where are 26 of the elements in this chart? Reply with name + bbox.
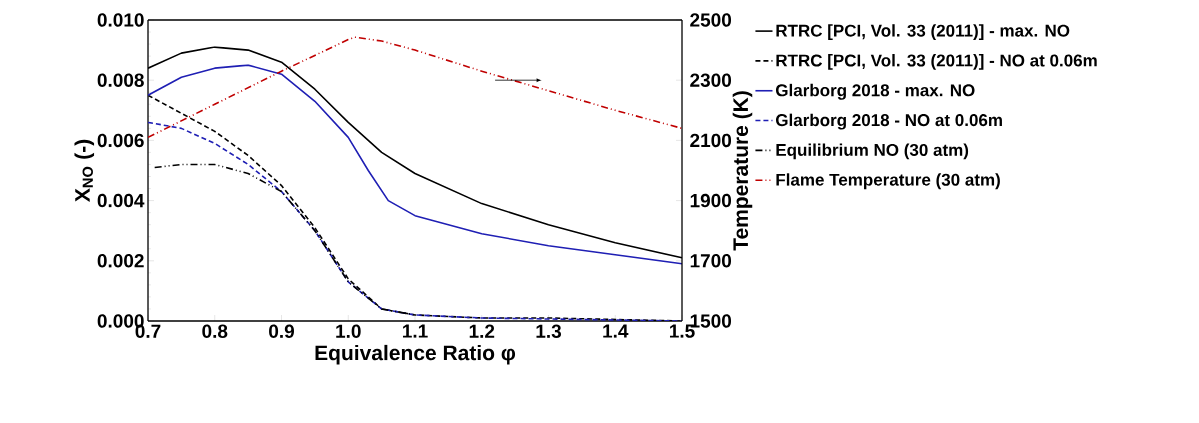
- x-tick-label: 1.4: [603, 324, 629, 338]
- y2-tick-label: 2300: [690, 73, 732, 87]
- x-tick-label: 0.8: [202, 324, 228, 338]
- legend-label: Glarborg 2018 - max. NO: [775, 83, 975, 100]
- legend-label: Flame Temperature (30 atm): [776, 173, 1000, 190]
- x-tick-label: 0.9: [269, 324, 295, 338]
- x-tick-label: 1.0: [336, 324, 361, 338]
- y-tick-label: 0.006: [97, 133, 144, 148]
- y-axis-title: X$_{NO}$ (-): [74, 139, 95, 202]
- x-axis-title: Equivalence Ratio φ: [315, 344, 516, 365]
- y2-axis-title: Temperature (K): [732, 91, 753, 251]
- y2-tick-label: 2100: [690, 133, 732, 148]
- legend-label: Glarborg 2018 - NO at 0.06m: [775, 113, 1002, 130]
- y-tick-label: 0.008: [97, 73, 144, 87]
- y-tick-label: 0.002: [97, 254, 144, 268]
- legend-label: RTRC [PCI, Vol. 33 (2011)] - max. NO: [776, 24, 1070, 41]
- y2-tick-label: 1900: [690, 193, 732, 208]
- x-tick-label: 1.1: [402, 324, 428, 338]
- y2-tick-label: 1700: [690, 254, 732, 268]
- y-tick-label: 0.004: [97, 193, 145, 208]
- x-tick-label: 1.2: [469, 324, 495, 338]
- x-tick-label: 1.3: [536, 324, 562, 339]
- legend-label: Equilibrium NO (30 atm): [776, 143, 969, 160]
- legend-label: RTRC [PCI, Vol. 33 (2011)] - NO at 0.06m: [776, 54, 1097, 70]
- y-tick-label: 0.010: [97, 13, 144, 27]
- y2-tick-label: 2500: [690, 13, 732, 27]
